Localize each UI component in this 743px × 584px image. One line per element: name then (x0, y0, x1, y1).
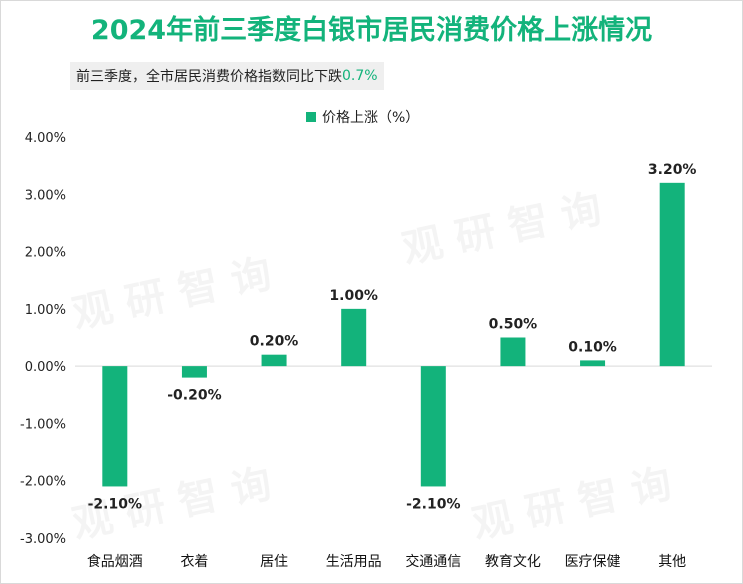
category-label: 居住 (260, 554, 288, 570)
y-tick-label: -3.00% (20, 532, 66, 547)
subtitle-highlight: 0.7% (342, 68, 378, 84)
bar (580, 360, 606, 367)
chart-title: 2024年前三季度白银市居民消费价格上涨情况 (90, 15, 653, 46)
data-label: -0.20% (167, 388, 221, 404)
legend-label: 价格上涨（%） (322, 110, 420, 126)
bar (102, 366, 128, 487)
category-label: 食品烟酒 (87, 553, 143, 570)
data-label: 0.10% (568, 339, 617, 355)
bar (659, 182, 685, 367)
category-label: 教育文化 (485, 554, 541, 570)
data-label: -2.10% (406, 496, 460, 512)
data-label: 3.20% (648, 162, 697, 178)
data-label: 0.20% (250, 334, 299, 350)
data-label: -2.10% (88, 496, 142, 512)
category-label: 医疗保健 (565, 554, 621, 570)
y-tick-label: 3.00% (25, 188, 66, 203)
y-tick-label: 0.00% (25, 360, 66, 375)
subtitle-box: 前三季度，全市居民消费价格指数同比下跌 0.7% (70, 62, 384, 90)
y-tick-label: 1.00% (25, 303, 66, 318)
category-label: 其他 (658, 554, 686, 570)
subtitle-text: 前三季度，全市居民消费价格指数同比下跌 (76, 69, 342, 85)
bar (420, 366, 446, 487)
y-tick-label: -1.00% (20, 417, 66, 432)
y-tick-label: 2.00% (25, 246, 66, 261)
category-label: 生活用品 (326, 554, 382, 570)
category-label: 衣着 (180, 554, 208, 570)
bar (181, 366, 207, 378)
category-label: 交通通信 (405, 553, 461, 570)
data-label: 1.00% (329, 288, 378, 304)
bar (261, 354, 287, 367)
y-tick-label: -2.00% (20, 475, 66, 490)
legend: 价格上涨（%） (306, 107, 419, 127)
bar (500, 337, 526, 367)
y-tick-label: 4.00% (25, 131, 66, 146)
bar (341, 308, 367, 367)
legend-swatch (306, 112, 316, 122)
data-label: 0.50% (489, 317, 538, 333)
